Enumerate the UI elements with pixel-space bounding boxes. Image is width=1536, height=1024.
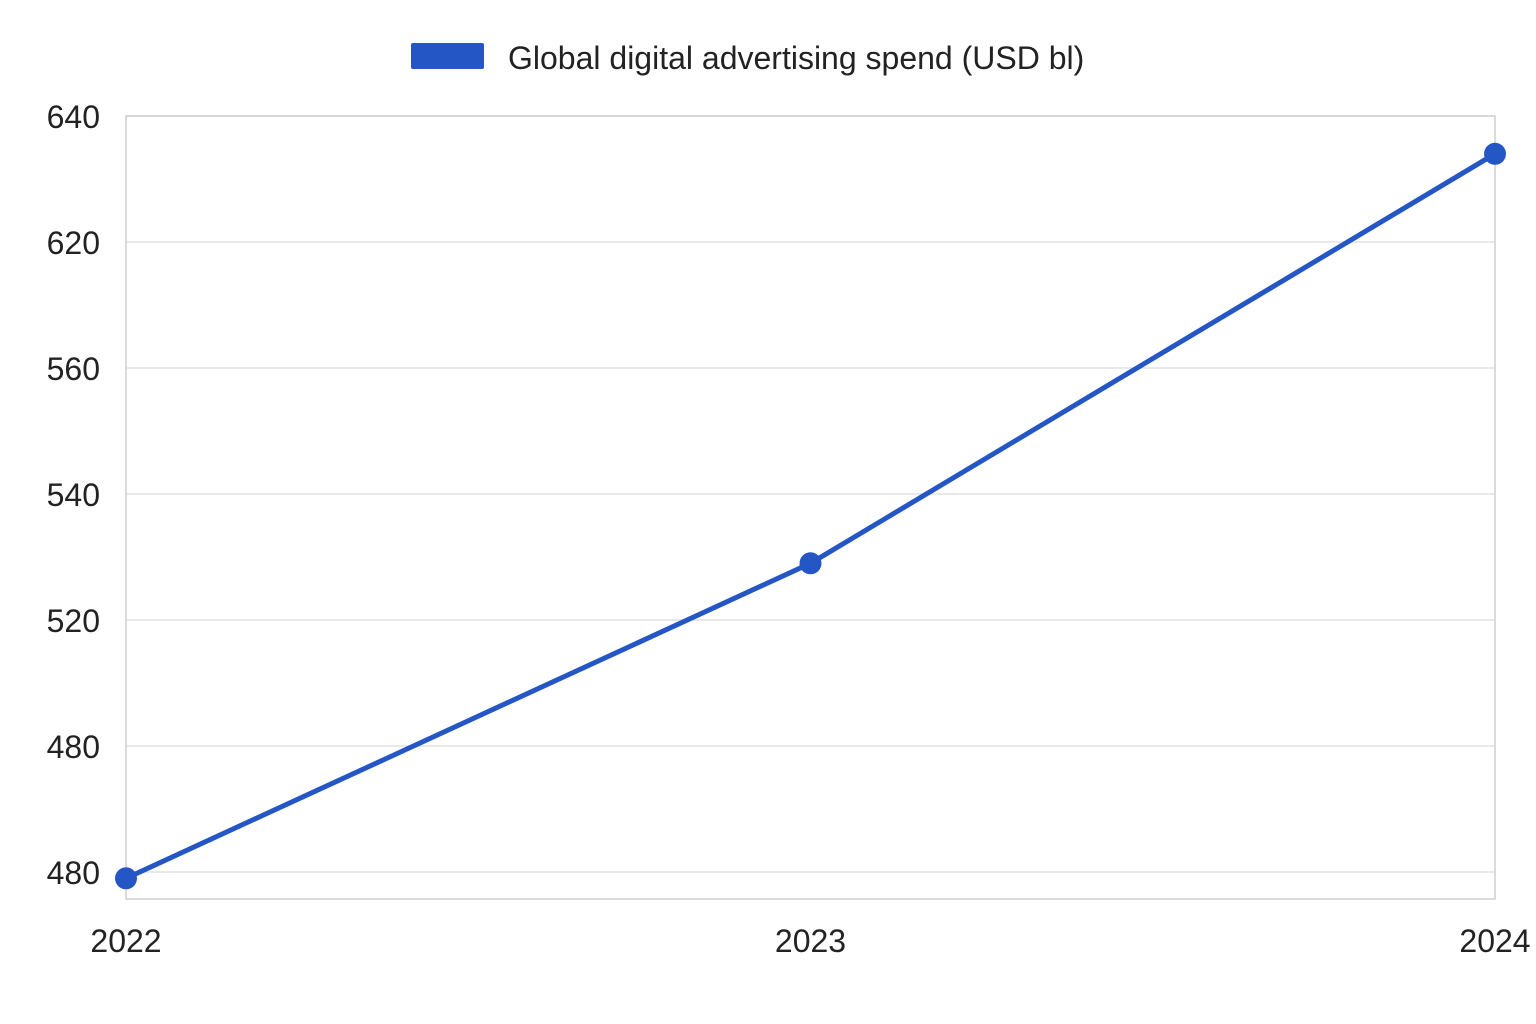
y-tick-label: 480 bbox=[47, 729, 100, 765]
y-tick-label: 560 bbox=[47, 351, 100, 387]
y-tick-label: 480 bbox=[47, 855, 100, 891]
x-tick-label: 2024 bbox=[1459, 923, 1530, 959]
series-line bbox=[123, 151, 1498, 881]
x-tick-label: 2022 bbox=[90, 923, 161, 959]
plot-area-frame bbox=[125, 115, 1496, 900]
data-point-2024 bbox=[1484, 142, 1506, 165]
series-layer bbox=[115, 142, 1506, 890]
legend-swatch bbox=[411, 43, 484, 69]
y-axis-tick-labels: 640 620 560 540 520 480 480 bbox=[47, 99, 100, 891]
gridlines bbox=[126, 115, 1495, 873]
y-tick-label: 620 bbox=[47, 225, 100, 261]
data-point-2023 bbox=[799, 552, 822, 575]
legend: Global digital advertising spend (USD bl… bbox=[411, 40, 1084, 76]
x-tick-label: 2023 bbox=[775, 923, 846, 959]
legend-label: Global digital advertising spend (USD bl… bbox=[508, 40, 1084, 76]
y-tick-label: 640 bbox=[47, 99, 100, 135]
y-tick-label: 540 bbox=[47, 477, 100, 513]
data-point-2022 bbox=[115, 867, 137, 890]
x-axis-tick-labels: 2022 2023 2024 bbox=[90, 923, 1530, 959]
y-tick-label: 520 bbox=[47, 603, 100, 639]
